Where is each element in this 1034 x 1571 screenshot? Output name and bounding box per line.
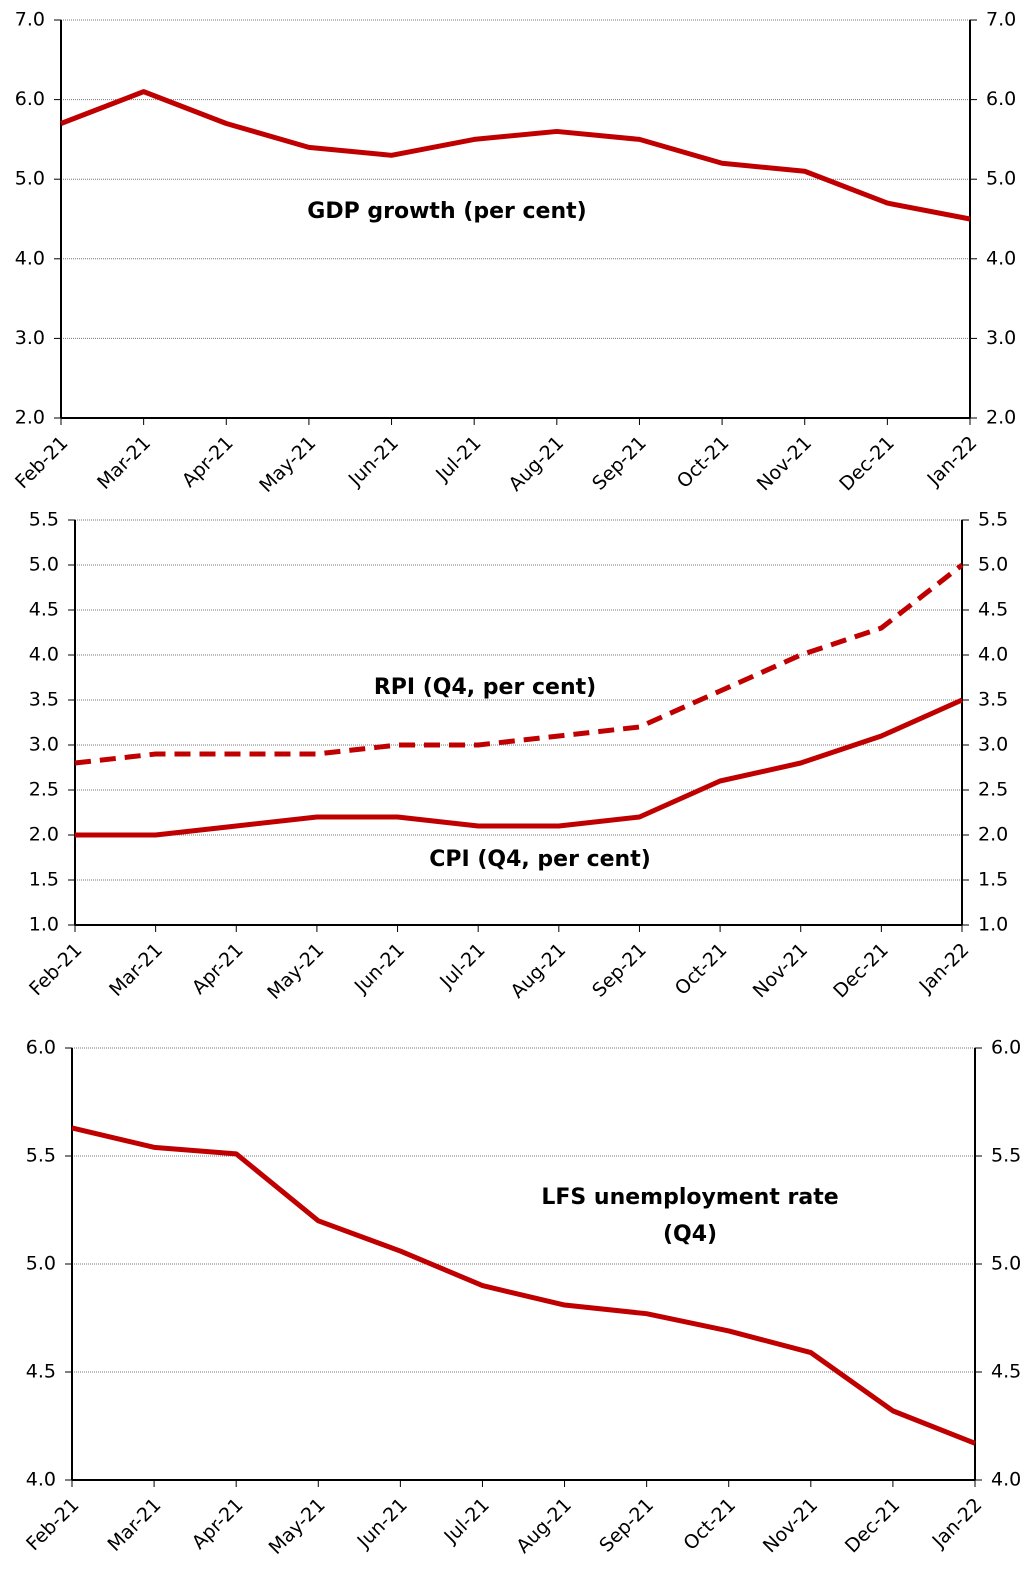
x-tick-label: Jul-21 — [439, 1494, 493, 1548]
y2-tick-label: 3.0 — [986, 327, 1016, 349]
y2-tick-label: 4.5 — [991, 1361, 1021, 1383]
x-tick-label: Jul-21 — [435, 939, 489, 993]
x-tick-label: Jun-21 — [350, 939, 409, 998]
y2-tick-label: 5.0 — [986, 168, 1016, 190]
x-tick-label: Dec-21 — [841, 1494, 905, 1558]
y2-tick-label: 5.0 — [991, 1253, 1021, 1275]
x-tick-label: Jun-21 — [344, 432, 403, 491]
x-tick-label: Mar-21 — [105, 939, 167, 1001]
x-tick-label: Nov-21 — [759, 1494, 822, 1557]
x-tick-label: Dec-21 — [829, 939, 893, 1003]
y-tick-label: 4.5 — [26, 1361, 56, 1383]
x-tick-label: Jun-21 — [353, 1494, 412, 1553]
x-tick-label: Jan-22 — [923, 432, 982, 491]
y2-tick-label: 1.5 — [978, 869, 1008, 891]
y-tick-label: 4.0 — [15, 247, 45, 269]
y2-tick-label: 3.0 — [978, 734, 1008, 756]
y-tick-label: 3.0 — [29, 734, 59, 756]
y-tick-label: 3.5 — [29, 689, 59, 711]
x-tick-label: Nov-21 — [749, 939, 812, 1002]
series-line — [60, 89, 971, 222]
x-tick-label: Jan-22 — [928, 1494, 987, 1553]
y-tick-label: 5.5 — [26, 1145, 56, 1167]
x-tick-label: Aug-21 — [505, 432, 569, 496]
x-tick-label: Mar-21 — [93, 432, 155, 494]
x-tick-label: Sep-21 — [588, 432, 651, 495]
y2-tick-label: 2.0 — [978, 824, 1008, 846]
x-tick-label: Feb-21 — [11, 432, 72, 493]
series-label: CPI (Q4, per cent) — [429, 847, 651, 872]
y2-tick-label: 5.5 — [978, 509, 1008, 531]
y-tick-label: 1.5 — [29, 869, 59, 891]
y-tick-label: 7.0 — [15, 9, 45, 31]
x-tick-label: Dec-21 — [835, 432, 899, 496]
y2-tick-label: 2.0 — [986, 407, 1016, 429]
x-tick-label: Oct-21 — [679, 1494, 740, 1555]
x-tick-label: Apr-21 — [178, 432, 238, 492]
y-tick-label: 5.0 — [15, 168, 45, 190]
y2-tick-label: 5.5 — [991, 1145, 1021, 1167]
y-tick-label: 4.0 — [29, 644, 59, 666]
x-tick-label: Oct-21 — [673, 432, 734, 493]
x-tick-label: Feb-21 — [22, 1494, 83, 1555]
y2-tick-label: 6.0 — [991, 1037, 1021, 1059]
y-tick-label: 3.0 — [15, 327, 45, 349]
x-tick-label: May-21 — [265, 1494, 330, 1559]
x-tick-label: Sep-21 — [595, 1494, 658, 1557]
x-tick-label: Apr-21 — [188, 1494, 248, 1554]
y2-tick-label: 6.0 — [986, 88, 1016, 110]
annotation: LFS unemployment rate — [541, 1185, 838, 1210]
x-tick-label: Feb-21 — [25, 939, 86, 1000]
x-tick-label: Nov-21 — [753, 432, 816, 495]
y-tick-label: 6.0 — [15, 88, 45, 110]
series-line — [74, 563, 964, 766]
x-tick-label: Jan-22 — [915, 939, 974, 998]
y2-tick-label: 4.5 — [978, 599, 1008, 621]
x-tick-label: Aug-21 — [507, 939, 571, 1003]
y-tick-label: 5.0 — [29, 554, 59, 576]
y-tick-label: 4.0 — [26, 1469, 56, 1491]
x-tick-label: Jul-21 — [431, 432, 485, 486]
y-tick-label: 2.0 — [29, 824, 59, 846]
series-label: RPI (Q4, per cent) — [374, 675, 596, 700]
y-tick-label: 2.0 — [15, 407, 45, 429]
y2-tick-label: 5.0 — [978, 554, 1008, 576]
y2-tick-label: 7.0 — [986, 9, 1016, 31]
x-tick-label: May-21 — [263, 939, 328, 1004]
x-tick-label: Sep-21 — [588, 939, 651, 1002]
y2-tick-label: 3.5 — [978, 689, 1008, 711]
x-tick-label: Aug-21 — [512, 1494, 576, 1558]
y-tick-label: 6.0 — [26, 1037, 56, 1059]
y2-tick-label: 2.5 — [978, 779, 1008, 801]
y-tick-label: 5.0 — [26, 1253, 56, 1275]
x-tick-label: Apr-21 — [188, 939, 248, 999]
annotation: (Q4) — [663, 1222, 717, 1247]
y2-tick-label: 4.0 — [991, 1469, 1021, 1491]
y-tick-label: 1.0 — [29, 914, 59, 936]
series-line — [71, 1125, 976, 1446]
series-line — [75, 697, 964, 838]
x-tick-label: Oct-21 — [671, 939, 732, 1000]
x-tick-label: Mar-21 — [104, 1494, 166, 1556]
y2-tick-label: 4.0 — [986, 247, 1016, 269]
y2-tick-label: 4.0 — [978, 644, 1008, 666]
y-tick-label: 5.5 — [29, 509, 59, 531]
annotation: GDP growth (per cent) — [307, 199, 586, 224]
x-tick-label: May-21 — [255, 432, 320, 497]
y-tick-label: 2.5 — [29, 779, 59, 801]
y-tick-label: 4.5 — [29, 599, 59, 621]
y2-tick-label: 1.0 — [978, 914, 1008, 936]
